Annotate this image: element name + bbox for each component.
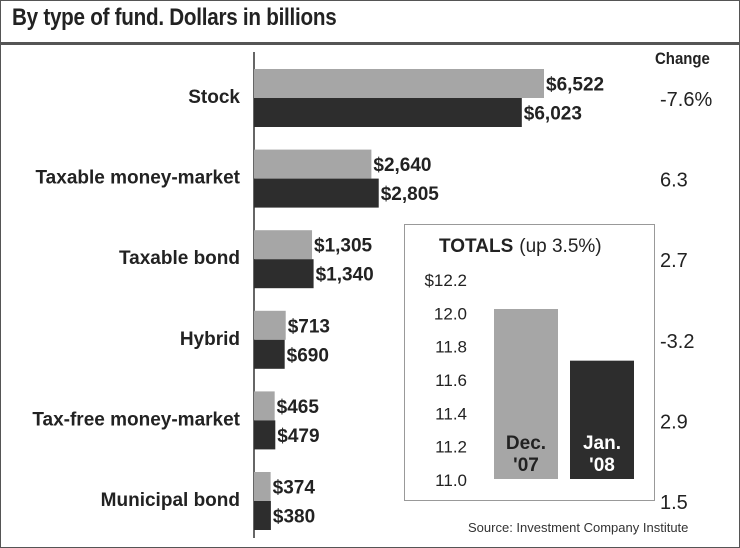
totals-chart: TOTALS (up 3.5%) $12.2 12.0 11.8 11.6 11.4 11.2… <box>424 236 634 490</box>
value-label: $2,640 <box>373 155 431 176</box>
totals-title: TOTALS (up 3.5%) <box>439 236 602 257</box>
category-label: Tax-free money-market <box>32 409 240 430</box>
bar-dec-07 <box>254 149 372 179</box>
change-value: 6.3 <box>660 170 688 192</box>
value-label: $6,522 <box>546 75 604 96</box>
totals-bar-label-line: '08 <box>589 455 615 476</box>
totals-bar-label: Dec. '07 <box>506 433 546 476</box>
value-label: $6,023 <box>524 104 582 125</box>
category-label: Hybrid <box>180 329 240 350</box>
value-label: $1,305 <box>314 236 373 257</box>
change-value: 2.9 <box>660 411 688 433</box>
bar-jan-08 <box>254 420 276 450</box>
value-label: $465 <box>277 397 320 418</box>
value-label: $374 <box>273 478 316 499</box>
totals-y-tick: 12.0 <box>434 304 467 323</box>
bar-dec-07 <box>254 69 544 98</box>
totals-bar-label-line: Dec. <box>506 433 546 454</box>
bar-jan-08 <box>254 178 379 208</box>
totals-y-tick: 11.2 <box>435 438 467 457</box>
totals-bar-label-line: Jan. <box>583 433 621 454</box>
change-value: 2.7 <box>660 250 688 272</box>
bar-jan-08 <box>254 98 522 127</box>
bar-dec-07 <box>254 230 313 260</box>
totals-title-sub: (up 3.5%) <box>519 236 601 257</box>
category-label: Taxable bond <box>119 248 240 269</box>
value-label: $1,340 <box>316 265 374 286</box>
totals-y-tick: 11.6 <box>435 371 467 390</box>
category-label: Taxable money-market <box>35 168 240 189</box>
change-value: -3.2 <box>660 331 694 353</box>
change-value: -7.6% <box>660 89 712 111</box>
bar-jan-08 <box>254 259 314 289</box>
bar-dec-07 <box>254 472 271 501</box>
title-rule <box>0 42 740 45</box>
totals-bar-jan-08 <box>570 360 634 479</box>
totals-y-tick: 11.0 <box>435 471 467 490</box>
totals-inset: TOTALS (up 3.5%) $12.2 12.0 11.8 11.6 11.4 11.2… <box>404 224 655 501</box>
change-value: 1.5 <box>660 492 688 514</box>
totals-y-tick: 11.8 <box>435 338 467 357</box>
bar-jan-08 <box>254 339 285 369</box>
value-label: $713 <box>288 316 330 337</box>
bar-jan-08 <box>254 501 271 530</box>
value-label: $2,805 <box>381 184 440 205</box>
totals-bar-dec-07 <box>494 309 558 479</box>
source-note: Source: Investment Company Institute <box>468 520 689 535</box>
totals-bar-label-line: '07 <box>513 455 539 476</box>
change-column-header: Change <box>655 49 710 68</box>
totals-bar-label: Jan. '08 <box>583 433 621 476</box>
totals-title-main: TOTALS <box>439 236 513 257</box>
category-label: Municipal bond <box>101 490 240 511</box>
chart-title: By type of fund. Dollars in billions <box>12 4 337 31</box>
value-label: $380 <box>273 507 315 528</box>
value-label: $479 <box>277 426 319 447</box>
category-label: Stock <box>188 87 240 108</box>
bar-dec-07 <box>254 391 275 421</box>
totals-y-tick: 11.4 <box>435 404 467 423</box>
totals-y-tick: $12.2 <box>424 271 467 290</box>
value-label: $690 <box>287 345 329 366</box>
bar-dec-07 <box>254 310 286 340</box>
